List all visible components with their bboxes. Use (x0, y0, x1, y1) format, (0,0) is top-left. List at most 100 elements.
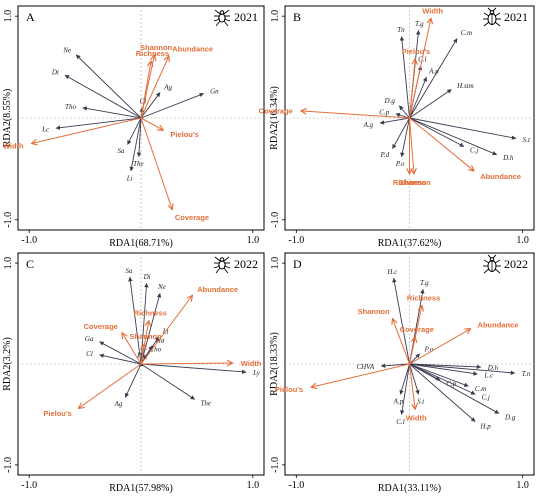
taxon-arrow-h-p (409, 363, 476, 422)
taxon-label: CHVA (356, 363, 374, 371)
taxon-label: Ph (136, 351, 145, 359)
index-label: Pielou's (170, 130, 198, 139)
taxon-label: C.j (482, 394, 490, 402)
panel-b: -1.0 1.0 1.0 -1.0 RDA1(37.62%) RDA2(16.34%) B 2… (259, 5, 535, 249)
y-axis-label: RDA2(18.33%) (269, 332, 280, 396)
taxon-arrow-sa (127, 117, 142, 145)
x-axis-label: RDA1(37.62%) (378, 238, 442, 249)
index-arrow-width (409, 363, 416, 409)
index-arrow-shannon (393, 319, 410, 365)
taxon-label: C.p (379, 108, 389, 116)
panel-label: C (26, 257, 34, 271)
taxon-arrow-ag (124, 363, 142, 398)
x-tick-label: 1.0 (516, 235, 529, 246)
taxon-label: Cl (140, 97, 147, 105)
index-label: Coverage (400, 325, 434, 334)
taxon-label: D.h (487, 364, 499, 372)
index-arrow-abundance (140, 295, 192, 365)
taxon-arrow-ga (99, 341, 142, 365)
taxon-label: Ag (114, 400, 123, 408)
taxon-arrow-c-m (409, 363, 469, 387)
taxon-label: Di (51, 68, 59, 76)
taxon-arrow-c-p (395, 112, 410, 119)
x-axis-label: RDA1(33.11%) (378, 483, 441, 494)
index-label: Width (241, 359, 262, 368)
taxon-arrow-ag (140, 92, 161, 119)
taxon-arrow-c-l (399, 363, 410, 415)
taxon-label: P.o (424, 345, 434, 353)
index-label: Coverage (175, 213, 209, 222)
taxon-label: H.p (479, 423, 491, 431)
index-label: Richness (407, 294, 440, 303)
taxon-arrow-ly (140, 363, 247, 375)
taxon-label: H.c (386, 268, 398, 276)
index-label: Width (3, 141, 24, 150)
x-tick-label: 1.0 (247, 480, 260, 491)
taxon-label: Sa (117, 147, 125, 155)
taxon-arrow-a-p (399, 363, 410, 395)
index-arrow-coverage (301, 111, 410, 119)
taxon-label: C.m (475, 385, 486, 393)
taxon-arrow-ne (75, 54, 142, 119)
panel-label: A (26, 10, 35, 24)
taxon-label: A.p (428, 67, 439, 75)
taxon-label: Gn (210, 88, 219, 96)
y-tick-label: -1.0 (270, 457, 281, 473)
index-label: Abundance (197, 285, 238, 294)
taxon-label: T.g (415, 20, 424, 28)
index-label: Width (422, 6, 443, 15)
taxon-label: H.stm (456, 82, 474, 90)
taxon-arrow-h-stm (409, 89, 452, 119)
panel-d: -1.0 1.0 1.0 -1.0 RDA1(33.11%) RDA2(18.33%) D 2… (269, 252, 535, 494)
taxon-label: A.g (363, 121, 374, 129)
taxon-arrow-d-h (409, 117, 498, 156)
taxon-label: Lc (41, 126, 50, 134)
taxon-arrow-ne (140, 292, 162, 365)
y-tick-label: -1.0 (3, 212, 14, 228)
y-tick-label: 1.0 (3, 10, 14, 23)
taxon-label: T.n (522, 370, 531, 378)
year-label: 2021 (504, 10, 528, 24)
taxon-label: Tho (150, 345, 161, 353)
taxon-label: Ne (157, 283, 166, 291)
taxon-arrow-h-c (392, 277, 410, 365)
taxon-label: C.m (461, 29, 472, 37)
x-tick-label: -1.0 (21, 480, 37, 491)
taxon-label: Ha (155, 336, 165, 344)
taxon-arrow-tho (82, 106, 142, 119)
taxon-arrow-p-o (400, 117, 410, 158)
panel-a: -1.0 1.0 1.0 -1.0 RDA1(68.71%) RDA2(8.55%) A 20… (2, 5, 265, 249)
taxon-arrow-lc (55, 117, 142, 130)
index-label: Pielou's (402, 47, 430, 56)
index-label: Shannon (130, 332, 162, 341)
taxon-arrow-t-n (409, 363, 516, 375)
index-label: Pielou's (43, 409, 71, 418)
taxon-arrow-p-o (409, 353, 421, 365)
taxon-label: Tho (65, 103, 76, 111)
panel-label: D (293, 257, 302, 271)
taxon-label: Sa (125, 267, 133, 275)
taxon-label: The (201, 400, 212, 408)
index-label: Pielou's (275, 385, 303, 394)
x-tick-label: 1.0 (516, 480, 529, 491)
index-label: Shannon (358, 307, 390, 316)
index-arrow-coverage (409, 337, 416, 365)
taxon-arrow-d-g (409, 363, 500, 414)
panel-label: B (293, 10, 301, 24)
taxon-arrow-di (64, 74, 142, 119)
taxon-label: Di (143, 273, 151, 281)
taxon-label: L.c (483, 372, 494, 380)
y-axis-label: RDA2(16.34%) (269, 86, 280, 150)
index-arrow-abundance (409, 117, 475, 171)
index-arrow-abundance (140, 56, 169, 119)
year-label: 2022 (234, 257, 258, 271)
index-arrow-abundance (409, 329, 471, 365)
taxon-label: S.t (523, 136, 531, 144)
x-tick-label: 1.0 (247, 235, 260, 246)
taxon-arrow-di (140, 282, 149, 365)
taxon-label: D.h (502, 154, 514, 162)
taxon-label: D.g (384, 97, 396, 105)
index-arrow-pielous (78, 363, 142, 408)
taxon-label: The (133, 160, 144, 168)
index-label: Shannon (140, 43, 172, 52)
